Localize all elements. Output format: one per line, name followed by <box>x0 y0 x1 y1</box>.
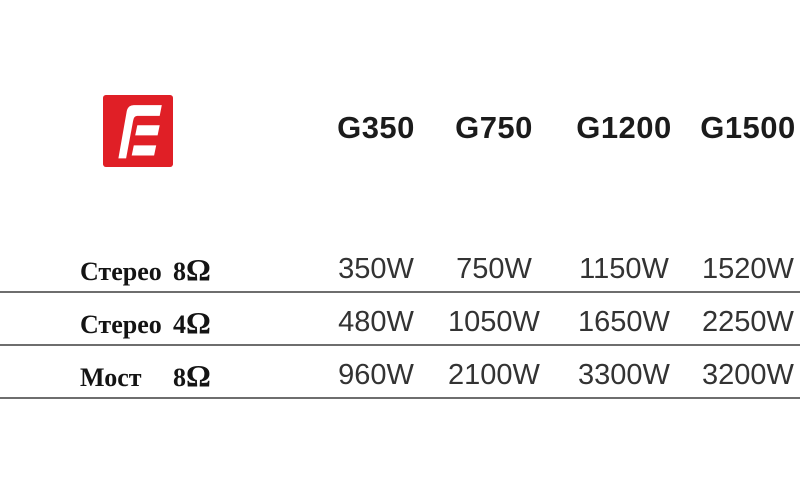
model-header-g1500: G1500 <box>700 110 796 145</box>
ohm-symbol: Ω <box>186 304 211 340</box>
row-label: Стерео 4Ω <box>0 305 316 341</box>
power-value: 1650W <box>578 306 670 338</box>
brand-logo <box>103 95 173 167</box>
table-row-bridge-8ohm: Мост 8Ω 960W 2100W 3300W 3200W <box>0 346 800 399</box>
table-row-stereo-8ohm: Стерео 8Ω 350W 750W 1150W 1520W <box>0 240 800 293</box>
power-value: 3300W <box>578 359 670 391</box>
ohm-symbol: Ω <box>186 251 211 287</box>
table-row-stereo-4ohm: Стерео 4Ω 480W 1050W 1650W 2250W <box>0 293 800 346</box>
row-impedance: 4Ω <box>173 305 211 341</box>
impedance-value: 4 <box>173 309 186 339</box>
power-value: 750W <box>456 253 532 285</box>
row-label: Стерео 8Ω <box>0 252 316 288</box>
model-header-g750: G750 <box>455 110 533 145</box>
power-value: 480W <box>338 306 414 338</box>
power-value: 1150W <box>579 253 669 285</box>
ohm-symbol: Ω <box>186 357 211 393</box>
row-mode-label: Стерео <box>80 256 162 286</box>
model-header-g350: G350 <box>337 110 415 145</box>
power-value: 2250W <box>702 306 794 338</box>
power-value: 350W <box>338 253 414 285</box>
row-label: Мост 8Ω <box>0 358 316 394</box>
row-mode-label: Мост <box>80 362 142 392</box>
power-value: 960W <box>338 359 414 391</box>
impedance-value: 8 <box>173 362 186 392</box>
re-logo-icon <box>103 95 173 167</box>
row-impedance: 8Ω <box>173 358 211 394</box>
model-header-row: G350 G750 G1200 G1500 <box>0 104 800 152</box>
power-value: 1050W <box>448 306 540 338</box>
row-impedance: 8Ω <box>173 252 211 288</box>
power-value: 1520W <box>702 253 794 285</box>
logo-glyph <box>118 105 162 159</box>
power-value: 2100W <box>448 359 540 391</box>
model-header-g1200: G1200 <box>576 110 672 145</box>
impedance-value: 8 <box>173 256 186 286</box>
row-mode-label: Стерео <box>80 309 162 339</box>
spec-table: Стерео 8Ω 350W 750W 1150W 1520W Стерео 4… <box>0 240 800 399</box>
power-value: 3200W <box>702 359 794 391</box>
